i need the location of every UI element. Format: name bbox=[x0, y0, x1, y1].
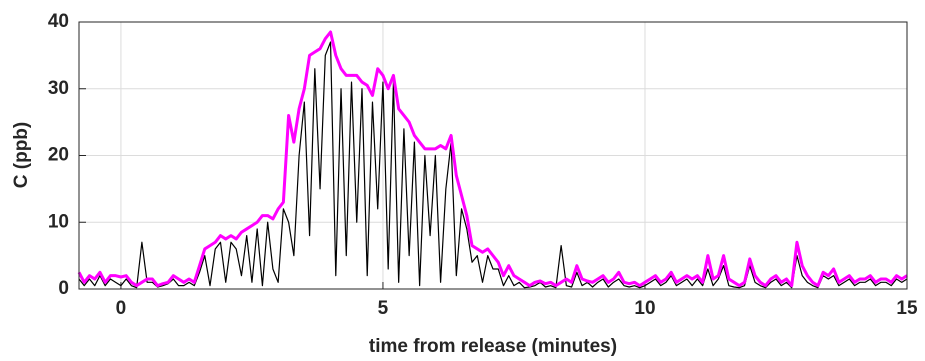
y-tick-label: 0 bbox=[58, 278, 69, 299]
y-tick-label: 40 bbox=[48, 11, 69, 32]
x-tick-label: 15 bbox=[896, 298, 918, 319]
y-tick-label: 20 bbox=[48, 145, 69, 166]
x-tick-label: 10 bbox=[634, 298, 655, 319]
data-line bbox=[78, 41, 908, 289]
x-tick-label: 5 bbox=[378, 298, 389, 319]
x-axis-label: time from release (minutes) bbox=[369, 336, 617, 357]
data-line bbox=[77, 30, 908, 288]
y-tick-label: 30 bbox=[48, 78, 69, 99]
y-axis-label: C (ppb) bbox=[11, 122, 32, 188]
y-tick-label: 10 bbox=[48, 211, 69, 232]
x-tick-label: 0 bbox=[116, 298, 127, 319]
plot-frame bbox=[78, 21, 908, 290]
